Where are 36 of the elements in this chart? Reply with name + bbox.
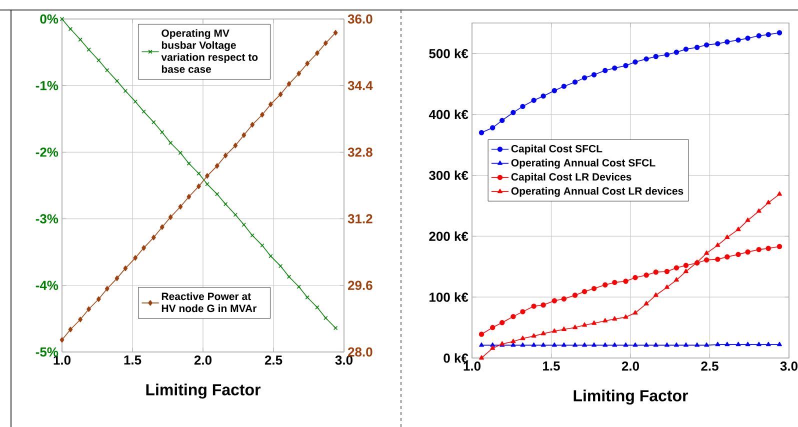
y2-tick-label: 34.4 xyxy=(348,80,373,90)
y-tick-label: 300 k€ xyxy=(429,170,468,180)
x-tick-label: 3.0 xyxy=(335,356,353,365)
y-tick-label: 200 k€ xyxy=(429,231,468,241)
x-tick-label: 2.0 xyxy=(194,356,212,365)
y-tick-label: 400 k€ xyxy=(428,110,468,120)
y-tick-label: -3% xyxy=(36,214,58,224)
y2-tick-label: 36.0 xyxy=(348,14,372,24)
y-tick-label: -4% xyxy=(36,280,58,290)
x-tick-label: 2.0 xyxy=(622,362,640,371)
y-tick-label: -1% xyxy=(36,81,58,90)
x-axis-title: Limiting Factor xyxy=(146,384,261,399)
y-tick-label: 500 k€ xyxy=(429,48,468,58)
y2-tick-label: 32.8 xyxy=(348,148,372,157)
y-tick-label: 100 k€ xyxy=(430,292,468,302)
x-tick-label: 1.0 xyxy=(464,362,481,371)
x-tick-label: 2.5 xyxy=(701,362,718,371)
x-tick-label: 2.5 xyxy=(264,356,282,365)
legend-label: Capital Cost SFCL xyxy=(511,144,602,154)
x-tick-label: 3.0 xyxy=(780,362,798,371)
x-tick-label: 1.5 xyxy=(124,356,142,365)
legend-label: Operating Annual Cost SFCL xyxy=(511,158,656,169)
x-tick-label: 1.5 xyxy=(543,362,560,371)
x-tick-label: 1.0 xyxy=(54,356,71,365)
y-tick-label: 0 k€ xyxy=(444,353,468,363)
y2-tick-label: 29.6 xyxy=(348,280,372,290)
legend-label: Reactive Power at HV node G in MVAr xyxy=(162,292,257,312)
x-axis-title: Limiting Factor xyxy=(574,390,688,405)
legend-label: Operating Annual Cost LR devices xyxy=(511,187,684,197)
legend-label: Operating MV busbar Voltage variation respect to base case xyxy=(161,29,258,73)
y-tick-label: -2% xyxy=(36,148,58,157)
y-tick-label: 0% xyxy=(40,14,58,24)
legend-label: Capital Cost LR Devices xyxy=(511,172,632,183)
y2-tick-label: 28.0 xyxy=(348,347,372,357)
y-tick-label: -5% xyxy=(36,347,58,357)
y2-tick-label: 31.2 xyxy=(348,214,372,224)
